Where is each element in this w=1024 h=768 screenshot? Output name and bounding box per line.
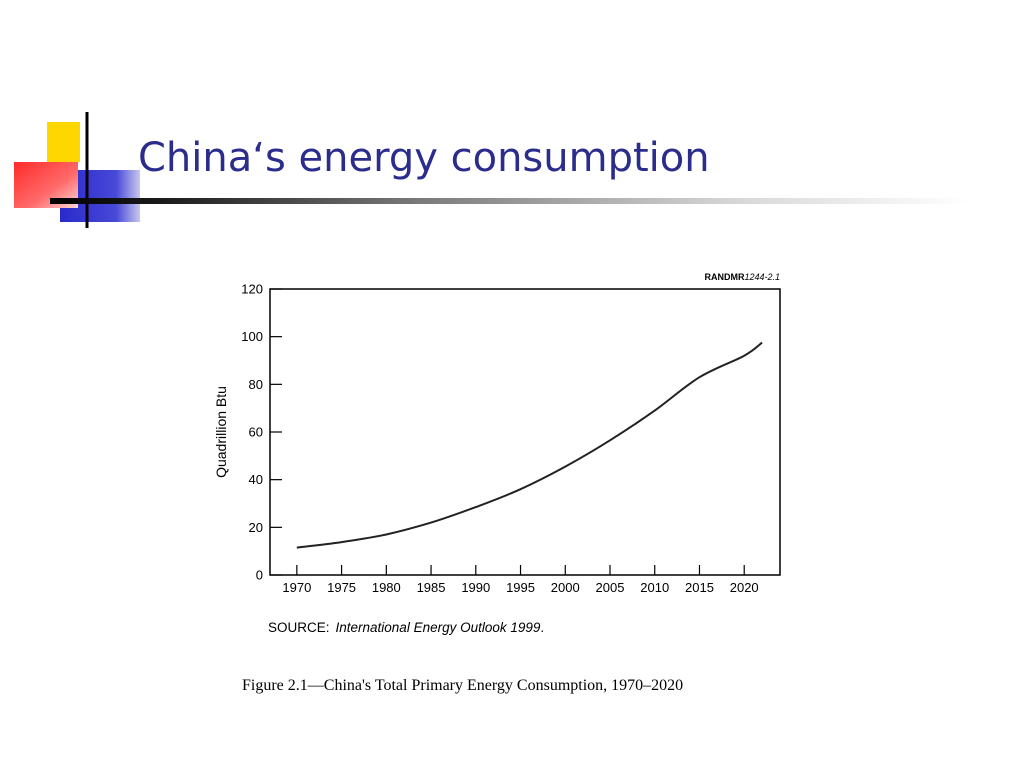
y-tick-label: 60 [249,425,263,440]
x-tick-label: 2020 [730,580,759,595]
y-tick-label: 120 [241,282,263,297]
x-tick-label: 2005 [596,580,625,595]
chart-reference-prefix: RANDMR [704,272,744,282]
y-axis: 0 20 40 60 80 100 120 [241,282,282,583]
x-tick-label: 2000 [551,580,580,595]
y-tick-label: 0 [256,568,263,583]
source-text: International Energy Outlook 1999 [336,620,541,635]
slide-title: China‘s energy consumption [138,135,710,181]
y-axis-label: Quadrillion Btu [213,386,229,478]
x-tick-label: 2015 [685,580,714,595]
x-tick-label: 1975 [327,580,356,595]
chart-reference-id: RANDMR1244-2.1 [704,272,780,282]
slide-logo [14,112,140,228]
y-tick-label: 40 [249,472,263,487]
plot-frame [269,288,781,576]
consumption-line [296,341,763,549]
chart-reference-suffix: 1244-2.1 [744,272,780,282]
y-tick-label: 20 [249,520,263,535]
x-tick-label: 1995 [506,580,535,595]
x-tick-label: 2010 [640,580,669,595]
chart-source: SOURCE: International Energy Outlook 1999… [268,620,544,635]
y-tick-label: 80 [249,377,263,392]
x-tick-label: 1985 [417,580,446,595]
x-tick-label: 1990 [461,580,490,595]
x-tick-label: 1980 [372,580,401,595]
title-underline [50,198,970,204]
y-tick-label: 100 [241,329,263,344]
x-axis: 1970 1975 1980 1985 1990 1995 2000 2005 2010 2015… [282,565,759,595]
logo-yellow-square [47,122,80,162]
source-label: SOURCE: [268,620,330,635]
source-end: . [540,620,544,635]
x-tick-label: 1970 [282,580,311,595]
figure-caption: Figure 2.1—China's Total Primary Energy … [242,677,683,694]
